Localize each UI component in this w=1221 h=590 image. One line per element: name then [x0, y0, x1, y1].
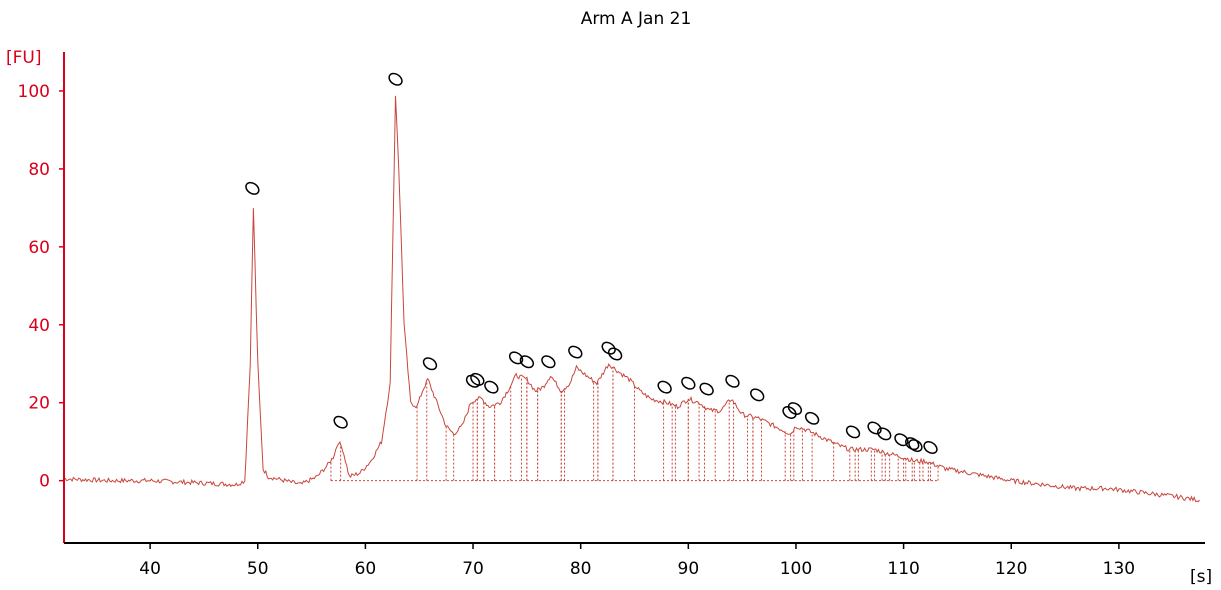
peak-marker — [607, 347, 623, 361]
x-tick-label: 110 — [887, 559, 919, 579]
x-tick-label: 90 — [678, 559, 700, 579]
peak-marker — [470, 372, 485, 386]
x-tick-label: 50 — [247, 559, 269, 579]
fraction-bins — [330, 367, 939, 482]
peak-marker — [333, 415, 348, 429]
peak-marker — [422, 357, 438, 371]
peak-marker — [725, 374, 740, 388]
signal-trace-line — [63, 95, 1200, 503]
peak-marker — [908, 439, 923, 453]
peak-marker — [601, 341, 616, 355]
peak-marker — [568, 345, 583, 359]
x-tick-label: 80 — [570, 559, 592, 579]
y-axis-unit-label: [FU] — [6, 48, 42, 68]
x-tick-label: 100 — [780, 559, 812, 579]
peak-marker — [681, 376, 696, 390]
x-axis-unit-label: [s] — [1190, 567, 1212, 587]
x-tick-label: 60 — [355, 559, 377, 579]
y-tick-label: 100 — [18, 82, 50, 102]
trace-group — [63, 95, 1200, 503]
y-axis: 0 20 40 60 80 100 — [18, 52, 65, 543]
peak-marker — [923, 441, 938, 455]
peak-marker — [782, 405, 797, 419]
peak-markers — [245, 72, 938, 455]
y-tick-label: 60 — [28, 238, 50, 258]
chart-title: Arm A Jan 21 — [581, 9, 692, 29]
x-axis: 40 50 60 70 80 90 100 110 120 130 — [64, 542, 1205, 579]
peak-marker — [699, 382, 714, 396]
peak-marker — [484, 380, 499, 394]
peak-marker — [804, 411, 820, 425]
x-tick-label: 40 — [139, 559, 161, 579]
x-tick-label: 70 — [462, 559, 484, 579]
y-tick-label: 80 — [28, 160, 50, 180]
peak-marker — [657, 380, 672, 394]
peak-marker — [541, 355, 556, 369]
y-tick-label: 0 — [39, 472, 50, 492]
x-tick-label: 120 — [995, 559, 1027, 579]
peak-marker — [508, 351, 524, 365]
peak-marker — [388, 72, 403, 86]
y-tick-label: 40 — [28, 316, 50, 336]
peak-marker — [845, 425, 861, 439]
peak-marker — [750, 388, 765, 402]
peak-marker — [894, 433, 909, 447]
x-tick-label: 130 — [1103, 559, 1135, 579]
peak-marker — [519, 355, 535, 369]
peak-marker — [877, 427, 892, 441]
peak-marker — [245, 181, 260, 195]
peak-marker — [787, 402, 803, 416]
y-tick-label: 20 — [28, 394, 50, 414]
peak-marker — [867, 421, 882, 435]
